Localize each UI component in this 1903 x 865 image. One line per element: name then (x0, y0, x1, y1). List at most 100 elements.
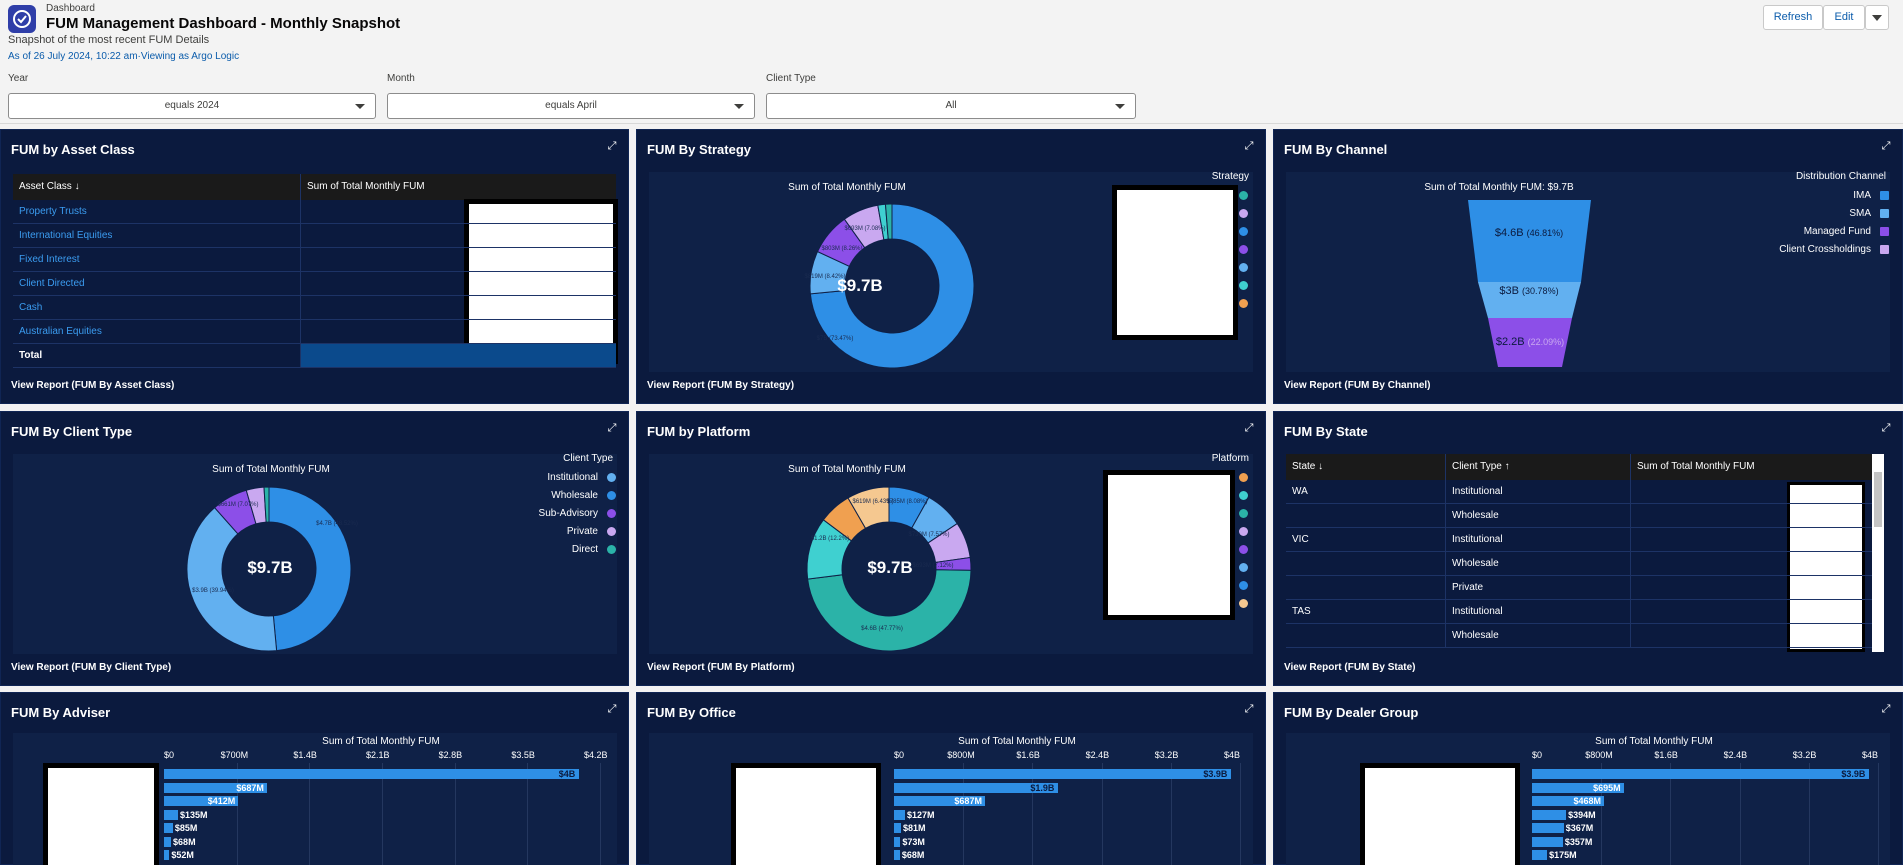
legend-marker[interactable] (1239, 545, 1248, 554)
legend-item-label[interactable]: IMA (1853, 190, 1871, 201)
bar[interactable] (1532, 850, 1548, 860)
asset-class-link[interactable]: Fixed Interest (13, 248, 301, 271)
expand-icon[interactable]: ⤢ (1244, 422, 1254, 434)
funnel-stage-managed-fund[interactable] (1488, 318, 1572, 367)
legend-marker[interactable] (1239, 599, 1248, 608)
bar[interactable] (894, 850, 900, 860)
donut-segment[interactable] (807, 569, 972, 652)
view-report-link[interactable]: View Report (FUM By Client Type) (11, 662, 172, 673)
expand-icon[interactable]: ⤢ (1244, 703, 1254, 715)
gridline (600, 763, 601, 865)
bar[interactable] (164, 850, 170, 860)
gridline (1601, 763, 1603, 865)
bar[interactable] (164, 796, 207, 806)
legend-item-label[interactable]: Direct (571, 544, 598, 555)
legend-marker[interactable] (1239, 491, 1248, 500)
bar[interactable] (1532, 769, 1870, 779)
donut-segment[interactable] (809, 203, 975, 369)
legend-item-label[interactable]: Institutional (547, 472, 598, 483)
view-report-link[interactable]: View Report (FUM By Strategy) (647, 380, 795, 391)
asset-class-link[interactable]: Property Trusts (13, 200, 301, 223)
legend-marker[interactable] (1239, 527, 1248, 536)
asset-class-link[interactable]: Client Directed (13, 272, 301, 295)
view-report-link[interactable]: View Report (FUM By Asset Class) (11, 380, 175, 391)
donut-segment[interactable] (263, 486, 270, 523)
column-header-asset-class[interactable]: Asset Class ↓ (13, 174, 301, 200)
bar[interactable] (1532, 836, 1563, 847)
legend-marker[interactable] (1239, 473, 1248, 482)
expand-icon[interactable]: ⤢ (1881, 422, 1891, 434)
asset-class-link[interactable]: International Equities (13, 224, 301, 247)
legend-item-label[interactable]: Managed Fund (1803, 226, 1871, 237)
column-header-state[interactable]: State ↓ (1286, 454, 1446, 480)
filter-month-select[interactable]: equals April (387, 93, 755, 119)
client-type-donut-chart[interactable]: $4.7B (48.52%) $3.9B (39.94%) $661M (7.0… (1, 412, 630, 687)
expand-icon[interactable]: ⤢ (607, 140, 617, 152)
legend-item-label[interactable]: Private (566, 526, 598, 537)
funnel-stage-sma[interactable] (1478, 282, 1581, 318)
donut-segment[interactable] (186, 506, 278, 652)
expand-icon[interactable]: ⤢ (607, 703, 617, 715)
redacted-block (464, 199, 618, 364)
bar[interactable] (1532, 809, 1567, 820)
legend-marker[interactable] (1239, 299, 1248, 308)
legend-marker[interactable] (1239, 209, 1248, 218)
scrollbar-thumb[interactable] (1874, 472, 1882, 527)
legend-marker[interactable] (1239, 281, 1248, 290)
legend-item-label[interactable]: SMA (1849, 208, 1871, 219)
legend-item-label[interactable]: Sub-Advisory (538, 508, 598, 519)
bar[interactable] (164, 836, 172, 847)
view-report-link[interactable]: View Report (FUM By Platform) (647, 662, 795, 673)
legend-marker[interactable] (1239, 509, 1248, 518)
bar[interactable] (164, 809, 178, 820)
funnel-stage-ima[interactable] (1468, 200, 1591, 282)
edit-button[interactable]: Edit (1823, 5, 1865, 30)
channel-funnel-chart[interactable] (1274, 130, 1903, 405)
column-header-client-type[interactable]: Client Type ↑ (1446, 454, 1631, 480)
bar[interactable] (1532, 782, 1593, 793)
bar[interactable] (894, 809, 905, 820)
filter-year-select[interactable]: equals 2024 (8, 93, 376, 119)
expand-icon[interactable]: ⤢ (1881, 140, 1891, 152)
legend-marker[interactable] (1239, 191, 1248, 200)
chart-title: Sum of Total Monthly FUM (958, 736, 1076, 747)
asset-class-link[interactable]: Cash (13, 296, 301, 319)
legend-item-label[interactable]: Wholesale (551, 490, 598, 501)
view-report-link[interactable]: View Report (FUM By Channel) (1284, 380, 1431, 391)
bar[interactable] (1532, 823, 1564, 833)
legend-marker[interactable] (1239, 227, 1248, 236)
platform-donut-chart[interactable]: $4.6B (47.77%) $1.2B (12.2%) $619M (6.43… (637, 412, 1267, 687)
bar[interactable] (894, 836, 901, 847)
bar[interactable] (894, 796, 954, 806)
bar[interactable] (894, 823, 901, 833)
more-actions-button[interactable] (1865, 5, 1889, 30)
expand-icon[interactable]: ⤢ (607, 422, 617, 434)
table-scrollbar[interactable] (1872, 454, 1884, 652)
bar-value-label: $687M (951, 796, 985, 806)
legend-marker[interactable] (1239, 563, 1248, 572)
bar[interactable] (164, 823, 173, 833)
donut-segment[interactable] (268, 486, 352, 652)
donut-segment[interactable] (884, 203, 893, 240)
gridline (527, 763, 529, 865)
column-header-fum[interactable]: Sum of Total Monthly FUM (307, 181, 425, 192)
column-header-fum[interactable]: Sum of Total Monthly FUM (1637, 461, 1755, 472)
refresh-button[interactable]: Refresh (1763, 5, 1823, 30)
bar[interactable] (894, 782, 1059, 793)
bar[interactable] (164, 769, 580, 779)
legend-marker[interactable] (1239, 245, 1248, 254)
asset-class-link[interactable]: Australian Equities (13, 320, 301, 343)
strategy-donut-chart[interactable]: $7B (73.47%) $819M (8.42%) $803M (8.26%)… (637, 130, 1267, 405)
legend-marker[interactable] (1239, 263, 1248, 272)
expand-icon[interactable]: ⤢ (1881, 703, 1891, 715)
legend-item-label[interactable]: Client Crossholdings (1779, 244, 1871, 255)
donut-segment[interactable] (847, 486, 890, 529)
filter-client-type-select[interactable]: All (766, 93, 1136, 119)
expand-icon[interactable]: ⤢ (1244, 140, 1254, 152)
bar[interactable] (164, 782, 236, 793)
view-report-link[interactable]: View Report (FUM By State) (1284, 662, 1416, 673)
breadcrumb[interactable]: Dashboard (46, 3, 95, 14)
legend-marker[interactable] (1239, 581, 1248, 590)
bar[interactable] (894, 769, 1232, 779)
bar[interactable] (1532, 796, 1573, 806)
